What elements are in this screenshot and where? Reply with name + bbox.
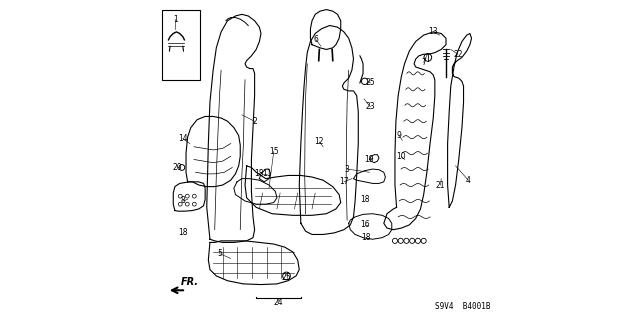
Text: 12: 12 xyxy=(315,137,324,146)
Text: 23: 23 xyxy=(365,102,375,111)
Text: 11: 11 xyxy=(262,169,272,178)
Text: 8: 8 xyxy=(180,197,185,205)
Text: 25: 25 xyxy=(365,78,375,87)
Text: 20: 20 xyxy=(172,163,182,172)
Text: 10: 10 xyxy=(397,152,406,161)
Text: 9: 9 xyxy=(397,131,401,140)
Text: 15: 15 xyxy=(269,147,278,156)
Text: 19: 19 xyxy=(365,155,374,164)
Text: FR.: FR. xyxy=(181,277,199,287)
Text: 18: 18 xyxy=(362,233,371,242)
Text: 6: 6 xyxy=(314,35,319,44)
Text: 2: 2 xyxy=(252,117,257,126)
Text: 18: 18 xyxy=(178,228,188,237)
Text: 18: 18 xyxy=(360,195,369,204)
Text: 4: 4 xyxy=(466,176,471,185)
Text: 17: 17 xyxy=(339,177,349,186)
Text: 24: 24 xyxy=(273,298,283,307)
Text: 5: 5 xyxy=(217,249,222,258)
Text: 1: 1 xyxy=(173,15,177,24)
Text: 22: 22 xyxy=(453,50,463,59)
Text: 13: 13 xyxy=(428,27,438,36)
Bar xyxy=(162,10,200,80)
Text: 18: 18 xyxy=(255,169,264,178)
Text: S9V4  B4001B: S9V4 B4001B xyxy=(435,302,490,311)
Text: 25: 25 xyxy=(282,273,291,282)
Text: 16: 16 xyxy=(360,220,369,229)
Text: 21: 21 xyxy=(436,181,445,189)
Text: 3: 3 xyxy=(345,165,349,174)
Text: 7: 7 xyxy=(421,58,426,67)
Text: 14: 14 xyxy=(178,134,188,143)
